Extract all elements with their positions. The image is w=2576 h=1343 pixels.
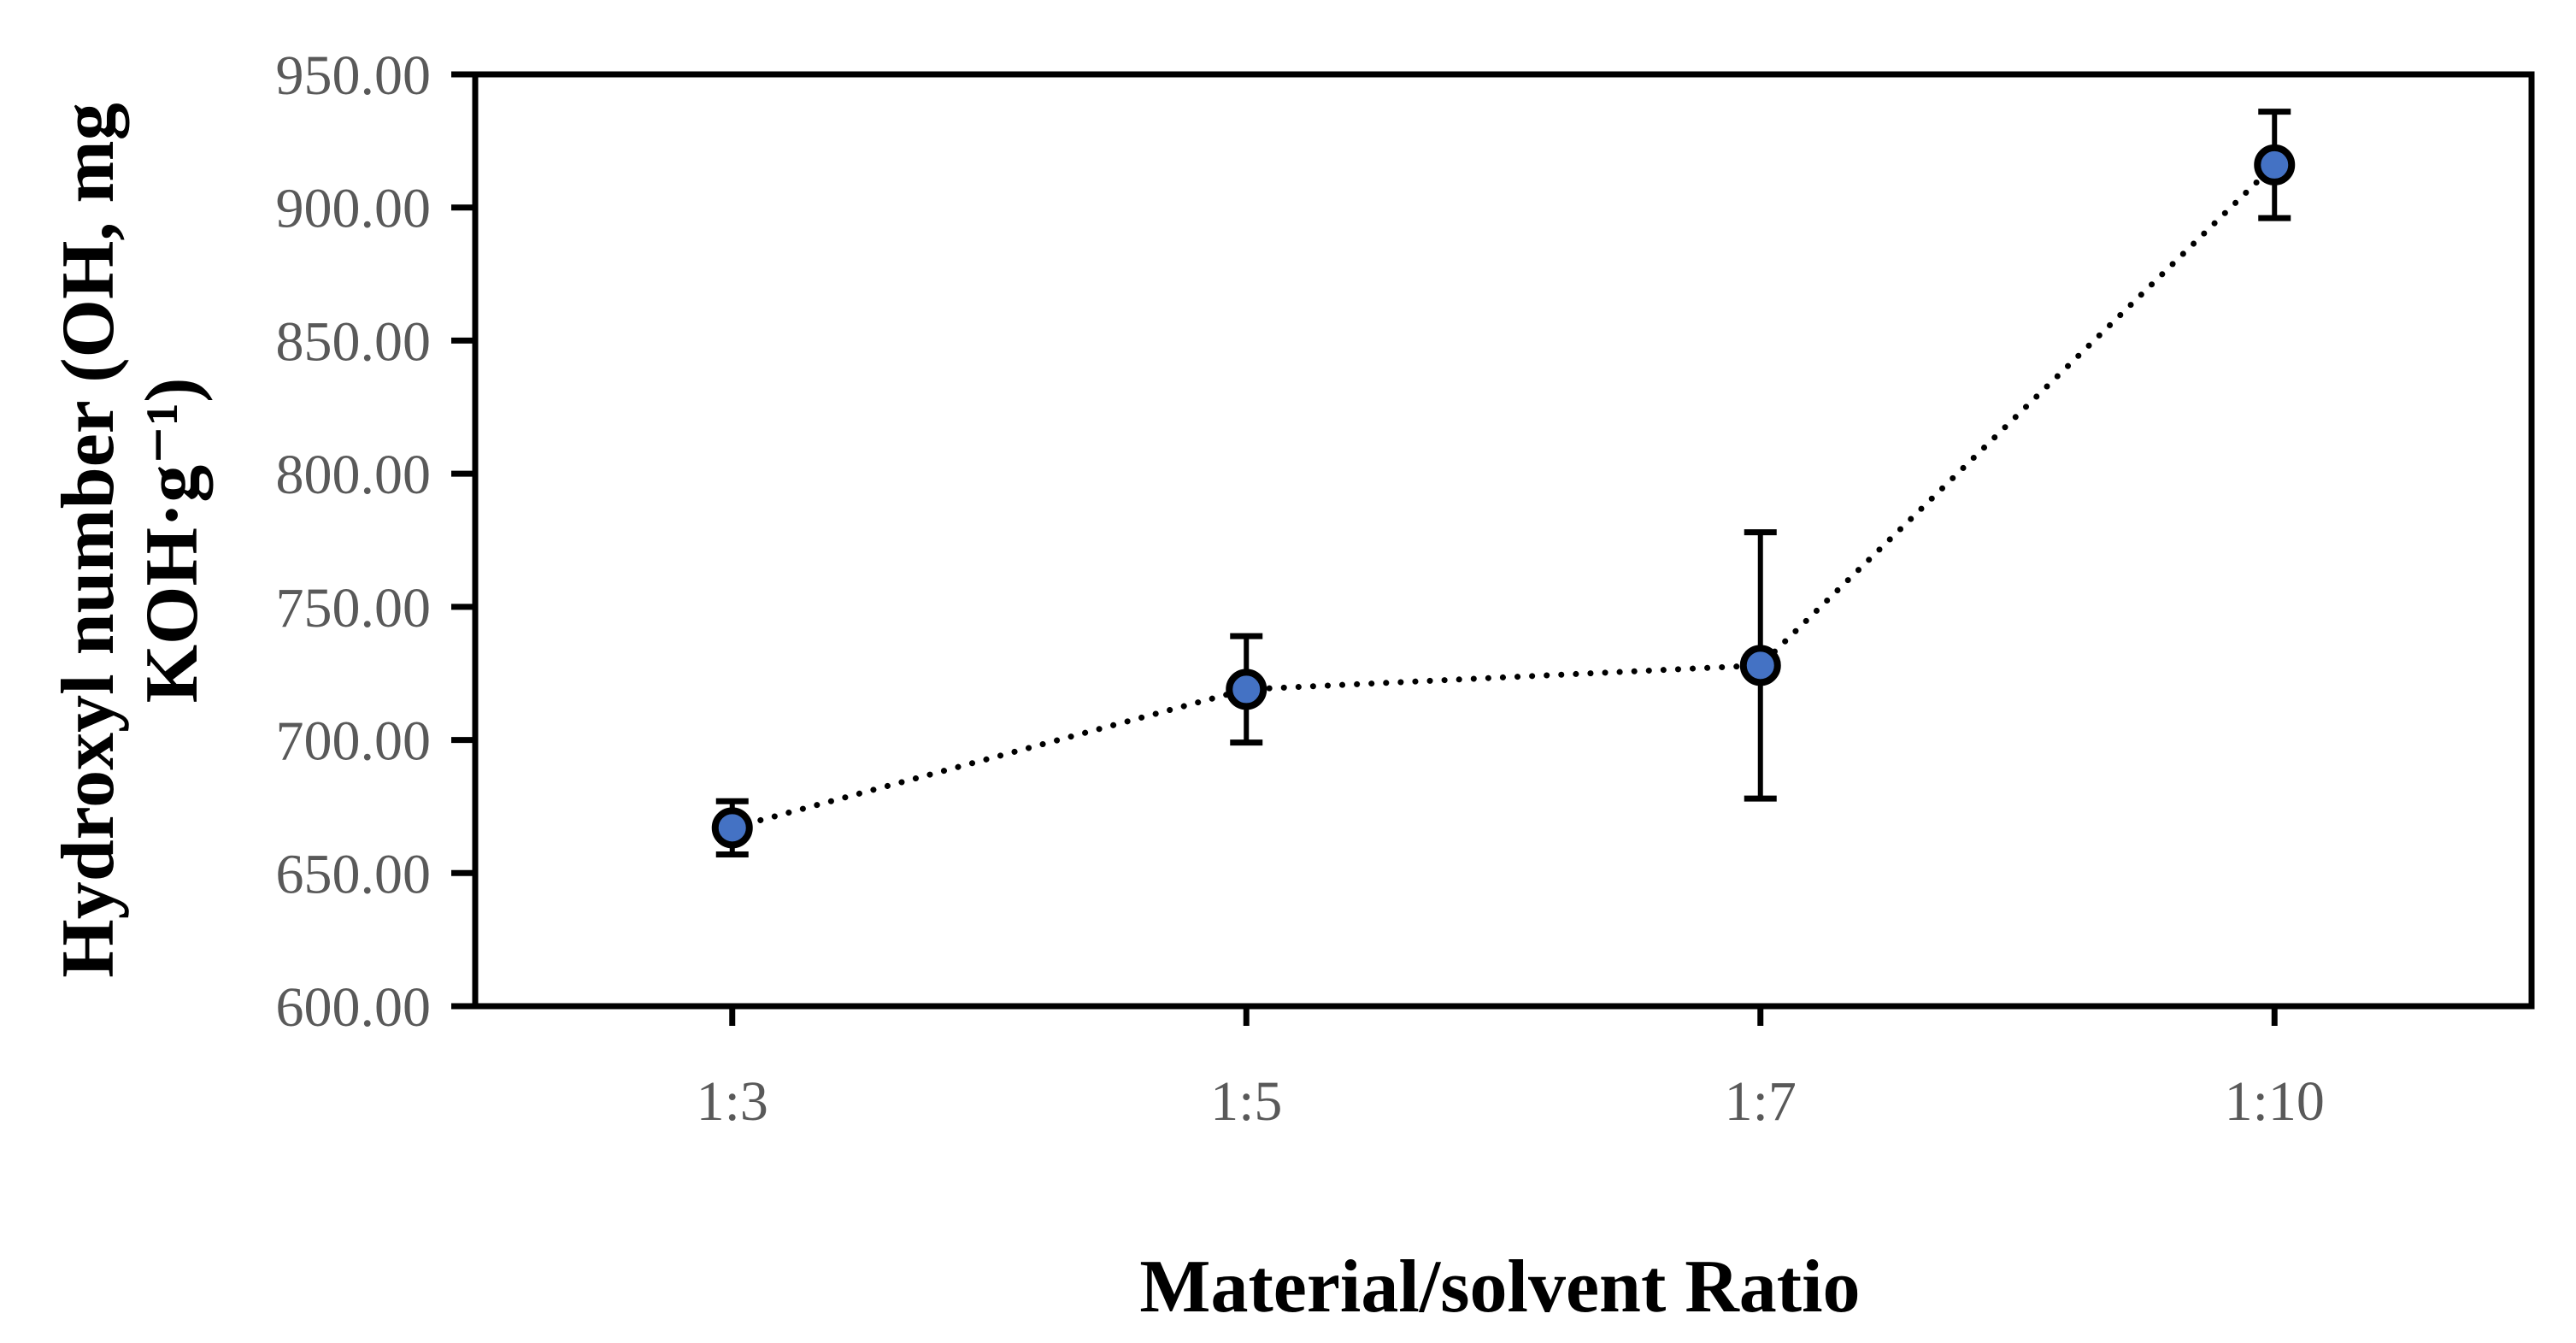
x-tick-label: 1:5 <box>1210 1070 1282 1133</box>
y-tick-label: 700.00 <box>276 710 432 773</box>
y-axis-title-line2: KOH·g⁻¹) <box>131 378 214 704</box>
y-tick-label: 850.00 <box>276 310 432 373</box>
y-tick-label: 600.00 <box>276 976 432 1039</box>
y-tick-label: 950.00 <box>276 44 432 107</box>
data-point-marker <box>711 807 753 849</box>
y-tick-label: 750.00 <box>276 577 432 639</box>
y-axis-title-line1: Hydroxyl number (OH, mg <box>47 103 130 977</box>
plot-generated-content: 600.00 650.00 700.00 750.00 800.00 850.00 900.… <box>276 44 2535 1133</box>
series-dotted-line <box>729 162 2278 831</box>
x-tick-label: 1:10 <box>2225 1070 2325 1133</box>
y-tick-label: 800.00 <box>276 444 432 506</box>
x-axis-title: Material/solvent Ratio <box>1139 1246 1860 1328</box>
data-point-marker <box>2254 144 2296 186</box>
x-tick-label: 1:7 <box>1725 1070 1797 1133</box>
data-point-marker <box>1226 669 1267 710</box>
x-tick-label: 1:3 <box>697 1070 768 1133</box>
y-tick-label: 650.00 <box>276 843 432 905</box>
data-point-marker <box>1739 645 1781 686</box>
plot-frame <box>472 71 2535 1010</box>
y-tick-label: 900.00 <box>276 178 432 240</box>
